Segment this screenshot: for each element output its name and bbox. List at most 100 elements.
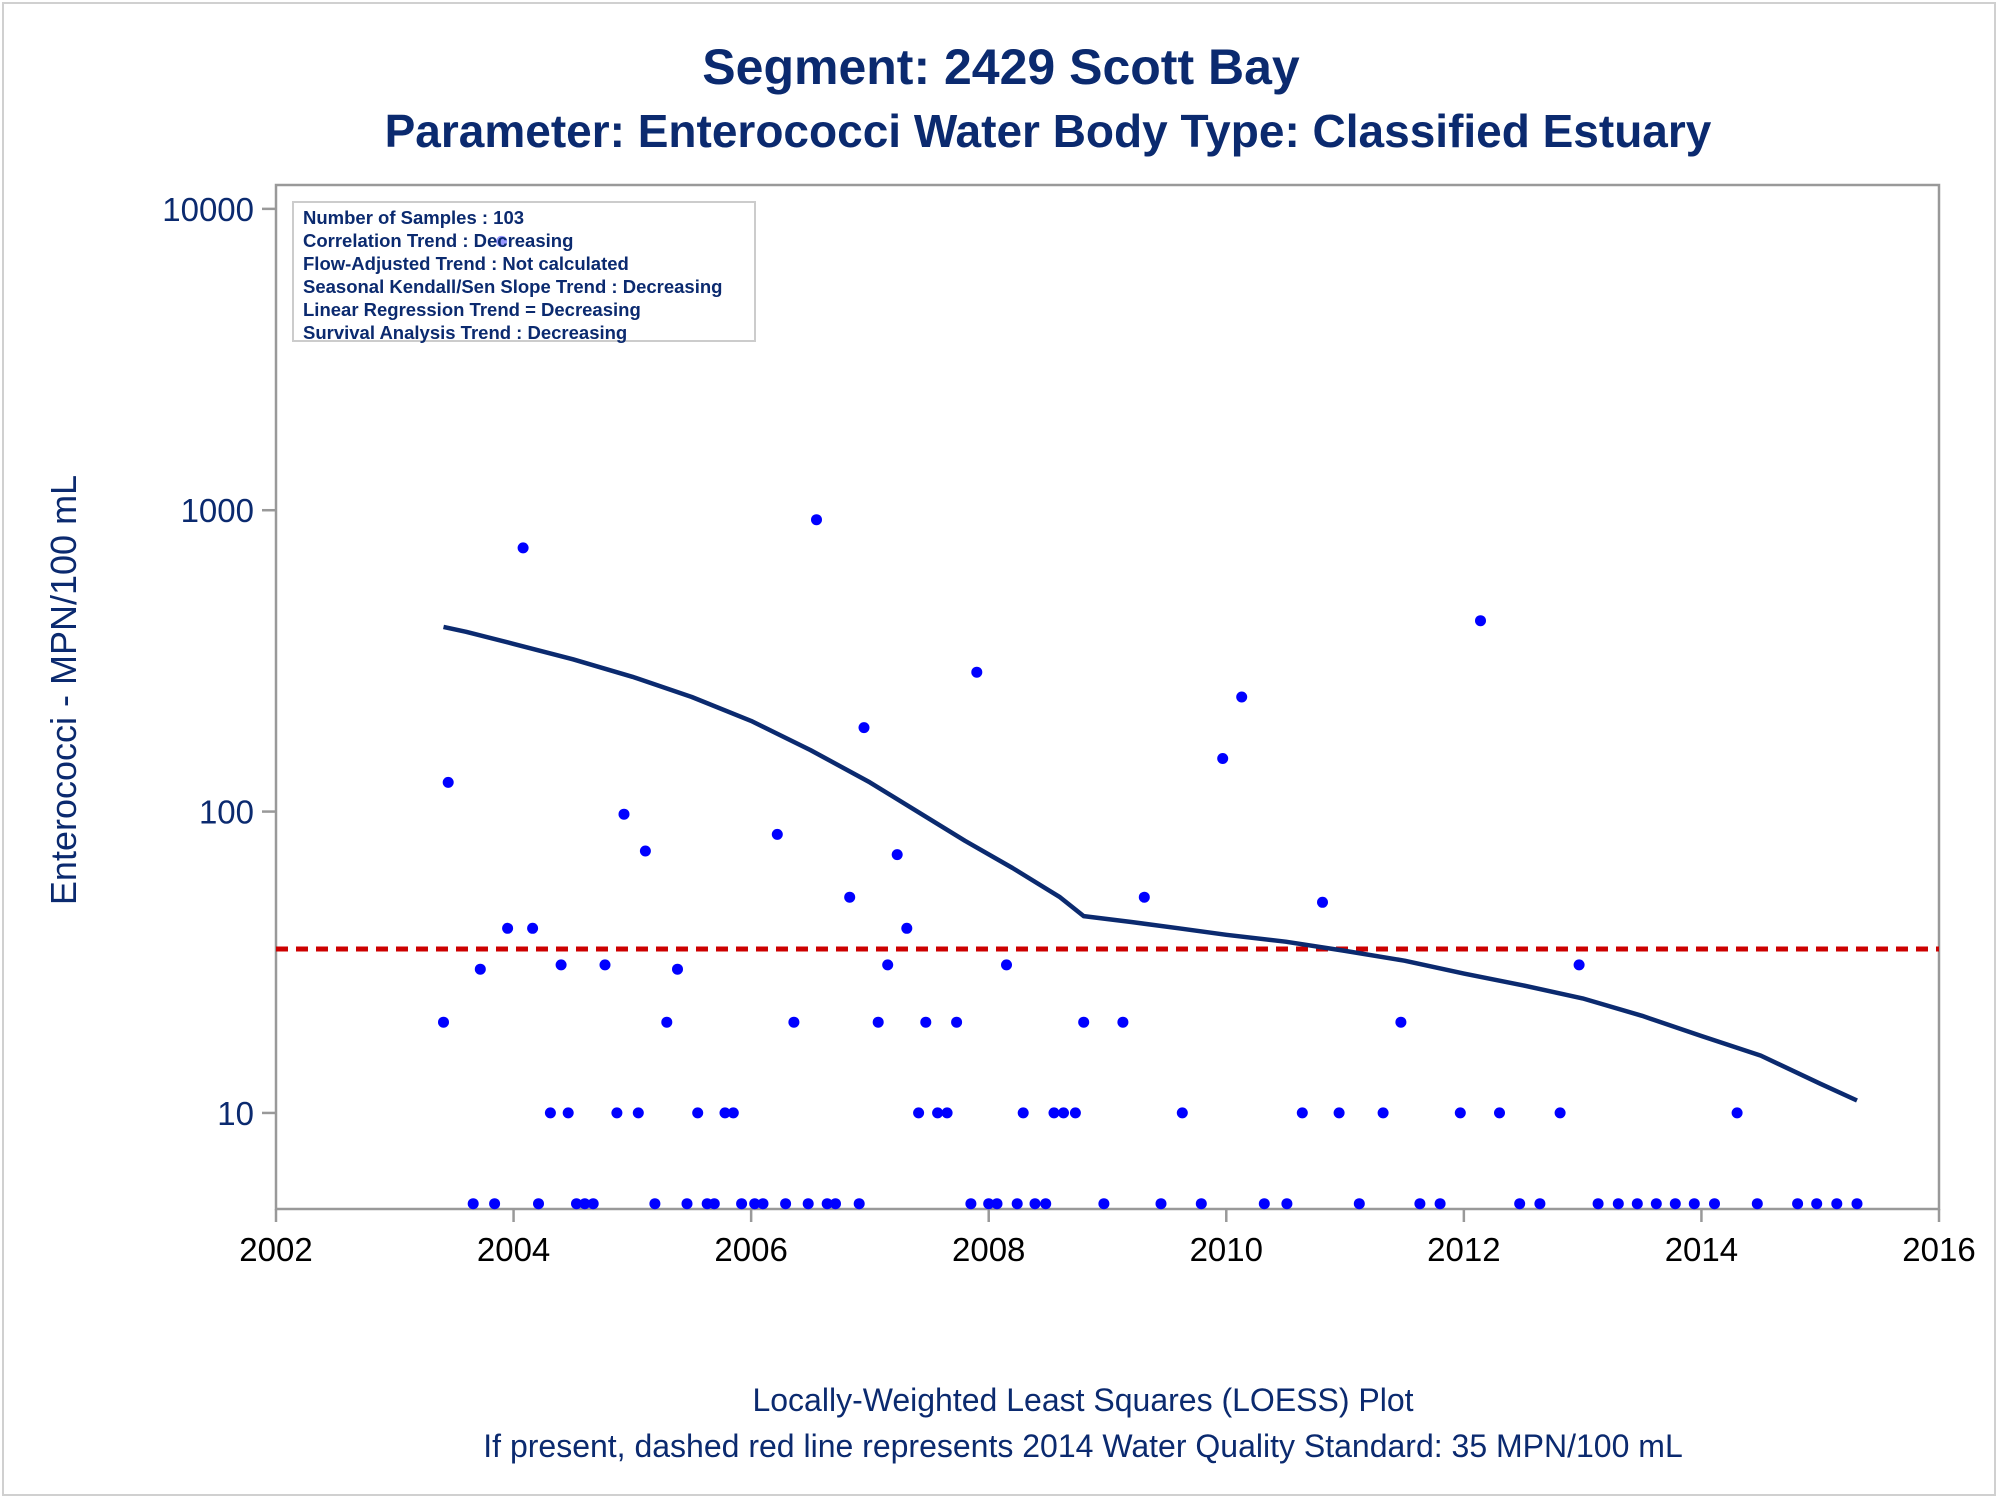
- data-point: [1048, 1107, 1060, 1119]
- data-point: [757, 1198, 769, 1210]
- data-point: [920, 1016, 932, 1028]
- data-point: [1058, 1107, 1069, 1119]
- data-point: [802, 1198, 814, 1210]
- data-point: [965, 1198, 977, 1210]
- data-point: [1078, 1016, 1090, 1028]
- data-point: [951, 1016, 963, 1028]
- data-point: [555, 959, 567, 971]
- data-point: [844, 891, 856, 903]
- data-point: [489, 1198, 501, 1210]
- info-correlation-trend: Correlation Trend : Decreasing: [303, 230, 574, 251]
- data-point: [1098, 1198, 1110, 1210]
- data-point: [736, 1198, 748, 1210]
- data-point: [1414, 1198, 1426, 1210]
- data-point: [788, 1016, 800, 1028]
- info-flow-adjusted-trend: Flow-Adjusted Trend : Not calculated: [303, 253, 629, 274]
- y-tick-label: 1000: [181, 492, 254, 529]
- x-tick-label: 2012: [1427, 1231, 1500, 1268]
- data-point: [502, 922, 514, 934]
- data-point: [632, 1107, 644, 1119]
- data-point: [1011, 1198, 1023, 1210]
- data-point: [1069, 1107, 1081, 1119]
- data-point: [941, 1107, 953, 1119]
- x-tick-label: 2014: [1665, 1231, 1738, 1268]
- x-tick-label: 2010: [1190, 1231, 1263, 1268]
- data-point: [1592, 1198, 1604, 1210]
- data-point: [1669, 1198, 1681, 1210]
- data-point: [1554, 1107, 1566, 1119]
- data-point: [1534, 1198, 1546, 1210]
- data-point: [1395, 1016, 1407, 1028]
- data-point: [1731, 1107, 1743, 1119]
- data-point: [983, 1198, 995, 1210]
- data-point: [474, 963, 486, 975]
- data-point: [853, 1198, 865, 1210]
- data-point: [639, 845, 651, 857]
- footnote-loess: Locally-Weighted Least Squares (LOESS) P…: [752, 1382, 1414, 1418]
- data-point: [882, 959, 894, 971]
- data-point: [1317, 896, 1328, 908]
- data-point: [780, 1198, 792, 1210]
- data-point: [649, 1198, 661, 1210]
- data-point: [1040, 1198, 1052, 1210]
- data-point: [562, 1107, 574, 1119]
- data-point: [811, 514, 822, 526]
- data-point: [1001, 959, 1012, 971]
- data-point: [571, 1198, 582, 1210]
- data-point: [1195, 1198, 1207, 1210]
- data-point: [672, 963, 683, 975]
- data-point: [749, 1198, 761, 1210]
- data-point: [991, 1198, 1003, 1210]
- data-point: [1377, 1107, 1389, 1119]
- x-tick-label: 2006: [714, 1231, 787, 1268]
- data-point: [1573, 959, 1585, 971]
- data-point: [599, 959, 611, 971]
- data-point: [1117, 1016, 1129, 1028]
- data-point: [1454, 1107, 1466, 1119]
- data-point: [442, 776, 454, 788]
- data-point: [1475, 615, 1486, 627]
- data-point: [1631, 1198, 1643, 1210]
- data-point: [1236, 691, 1248, 703]
- x-tick-label: 2002: [239, 1231, 312, 1268]
- data-point: [932, 1107, 944, 1119]
- data-point: [527, 922, 539, 934]
- data-point: [611, 1107, 623, 1119]
- y-axis-label: Enterococci - MPN/100 mL: [43, 475, 84, 905]
- data-point: [821, 1198, 833, 1210]
- x-tick-label: 2004: [477, 1231, 550, 1268]
- data-point: [971, 666, 983, 678]
- data-point: [579, 1198, 591, 1210]
- data-point: [1296, 1107, 1308, 1119]
- data-point: [517, 542, 529, 554]
- data-point: [719, 1107, 731, 1119]
- data-point: [1333, 1107, 1345, 1119]
- y-tick-label: 10000: [162, 191, 254, 228]
- data-point: [544, 1107, 556, 1119]
- data-point: [1138, 891, 1150, 903]
- data-point: [1650, 1198, 1662, 1210]
- y-tick-label: 100: [199, 794, 254, 831]
- data-point: [1258, 1198, 1270, 1210]
- info-linear-regression-trend: Linear Regression Trend = Decreasing: [303, 299, 641, 320]
- x-tick-label: 2016: [1902, 1231, 1975, 1268]
- footnote-standard: If present, dashed red line represents 2…: [483, 1428, 1683, 1464]
- data-point: [692, 1107, 704, 1119]
- y-tick-label: 10: [217, 1095, 254, 1132]
- x-tick-label: 2008: [952, 1231, 1025, 1268]
- data-point: [771, 828, 783, 840]
- data-point: [1176, 1107, 1188, 1119]
- data-point: [1831, 1198, 1843, 1210]
- data-point: [1494, 1107, 1505, 1119]
- data-point: [913, 1107, 925, 1119]
- data-point: [1811, 1198, 1823, 1210]
- data-point: [467, 1198, 479, 1210]
- data-point: [587, 1198, 599, 1210]
- info-survival-analysis-trend: Survival Analysis Trend : Decreasing: [303, 322, 628, 343]
- data-point: [1792, 1198, 1804, 1210]
- data-point: [1155, 1198, 1167, 1210]
- data-point: [891, 849, 903, 861]
- data-point: [872, 1016, 884, 1028]
- data-point: [661, 1016, 673, 1028]
- data-point: [1281, 1198, 1293, 1210]
